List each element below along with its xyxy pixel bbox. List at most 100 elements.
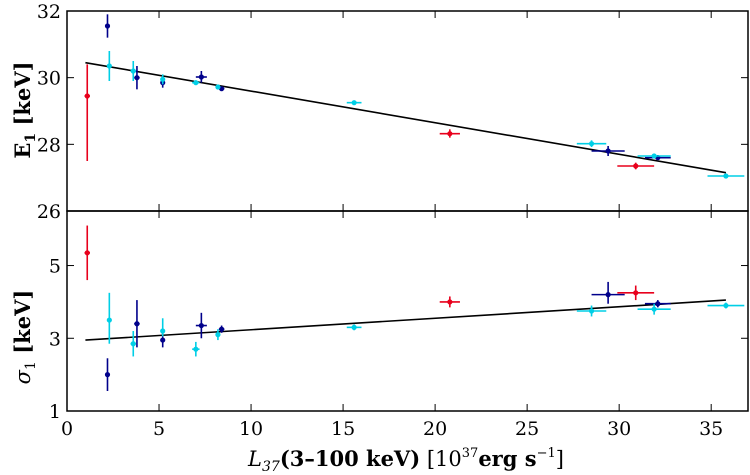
- top-data-point: [617, 162, 655, 170]
- top-marker: [588, 141, 595, 147]
- top-data-point: [637, 153, 671, 159]
- top-ylabel-unit: [keV]: [10, 61, 35, 132]
- bottom-marker: [106, 317, 112, 323]
- top-ytick-label: 28: [37, 134, 61, 156]
- bottom-marker: [655, 301, 661, 307]
- top-data-point: [160, 74, 166, 85]
- bottom-data-point: [192, 341, 200, 357]
- xlabel-exp: 37: [462, 446, 479, 461]
- xlabel-exp2: −1: [537, 446, 556, 461]
- xlabel-range: (3–100 keV): [280, 446, 420, 471]
- top-data-point: [134, 66, 140, 90]
- bottom-marker: [193, 346, 199, 352]
- bottom-ytick-label: 5: [49, 256, 61, 278]
- top-marker: [134, 75, 140, 81]
- bottom-xtick-label: 30: [607, 418, 631, 440]
- bottom-marker: [351, 324, 357, 330]
- panel-top-energy: 26 28 30 32: [37, 1, 749, 223]
- bottom-data-point: [617, 285, 655, 301]
- bottom-ylabel-unit: [keV]: [10, 290, 35, 361]
- top-data-point: [346, 100, 362, 106]
- top-plot-frame: [66, 10, 749, 212]
- xlabel: L37(3–100 keV) [1037erg s−1]: [247, 446, 564, 475]
- bottom-xtick-label: 5: [153, 418, 165, 440]
- top-marker: [351, 100, 357, 106]
- bottom-marker: [651, 306, 657, 312]
- bottom-ytick-label: 1: [49, 401, 61, 423]
- bottom-xtick-label: 10: [239, 418, 263, 440]
- top-marker: [106, 63, 112, 69]
- bottom-data-point: [576, 305, 607, 317]
- top-data-point: [576, 140, 607, 147]
- bottom-data-point: [707, 302, 745, 309]
- bottom-data-point: [591, 281, 625, 304]
- bottom-xtick-label: 25: [515, 418, 539, 440]
- top-marker: [605, 148, 611, 154]
- bottom-marker: [160, 328, 166, 334]
- bottom-ylabel-main: σ: [11, 369, 35, 384]
- top-ylabel: E1 [keV]: [10, 61, 39, 158]
- bottom-marker: [160, 337, 166, 343]
- top-marker: [104, 23, 111, 29]
- bottom-data-point: [195, 312, 207, 339]
- bottom-ylabel: σ1 [keV]: [10, 290, 39, 385]
- top-marker: [193, 80, 199, 86]
- top-data-point: [104, 14, 111, 38]
- bottom-xtick-label: 0: [61, 418, 73, 440]
- bottom-data-point: [130, 331, 137, 357]
- bottom-marker: [723, 302, 729, 309]
- bottom-marker: [633, 290, 639, 296]
- bottom-fit-line: [85, 299, 726, 341]
- bottom-data-point: [104, 358, 111, 391]
- bottom-marker: [198, 322, 204, 329]
- bottom-ylabel-sub: 1: [23, 361, 39, 370]
- top-ytick-label: 30: [37, 68, 61, 90]
- bottom-marker: [104, 372, 111, 378]
- bottom-marker: [130, 341, 136, 347]
- top-ytick-label: 26: [37, 201, 61, 223]
- top-marker: [84, 93, 90, 99]
- top-data-point: [106, 51, 112, 81]
- bottom-data-point: [215, 329, 221, 341]
- bottom-marker: [134, 321, 140, 327]
- top-marker: [723, 173, 729, 179]
- top-ylabel-main: E: [10, 143, 35, 159]
- bottom-marker: [219, 326, 225, 332]
- top-marker: [160, 76, 166, 82]
- bottom-data-point: [439, 296, 460, 308]
- bottom-marker: [447, 299, 453, 305]
- top-data-point: [215, 84, 221, 90]
- top-ylabel-sub: 1: [23, 133, 39, 143]
- top-data-point: [195, 71, 207, 83]
- xlabel-erg: erg s: [478, 446, 536, 471]
- top-data-point: [192, 80, 200, 86]
- axis-titles: E1 [keV] σ1 [keV] L37(3–100 keV) [1037er…: [10, 61, 564, 475]
- top-data-point: [439, 129, 460, 138]
- bottom-marker: [84, 250, 90, 256]
- top-marker: [633, 163, 639, 169]
- top-data-point: [707, 173, 745, 179]
- xlabel-bracket-close: ]: [556, 447, 564, 471]
- xlabel-L-sub: 37: [262, 459, 280, 475]
- xlabel-L: L: [247, 447, 262, 471]
- top-marker: [198, 74, 204, 80]
- bottom-xtick-label: 15: [331, 418, 355, 440]
- top-ytick-label: 32: [37, 1, 61, 23]
- bottom-xtick-label: 20: [423, 418, 447, 440]
- bottom-data-point: [346, 324, 362, 331]
- bottom-data-point: [106, 292, 112, 344]
- bottom-marker: [588, 308, 595, 314]
- bottom-data-point: [637, 303, 671, 315]
- bottom-data-point: [160, 318, 166, 337]
- bottom-ytick-label: 3: [49, 328, 61, 350]
- top-fit-line: [85, 61, 727, 174]
- top-marker: [447, 131, 453, 137]
- bottom-xtick-label: 35: [699, 418, 723, 440]
- top-marker: [130, 68, 136, 74]
- bottom-data-point: [644, 300, 671, 308]
- bottom-marker: [215, 332, 221, 338]
- top-marker: [651, 153, 657, 159]
- top-marker: [215, 84, 221, 90]
